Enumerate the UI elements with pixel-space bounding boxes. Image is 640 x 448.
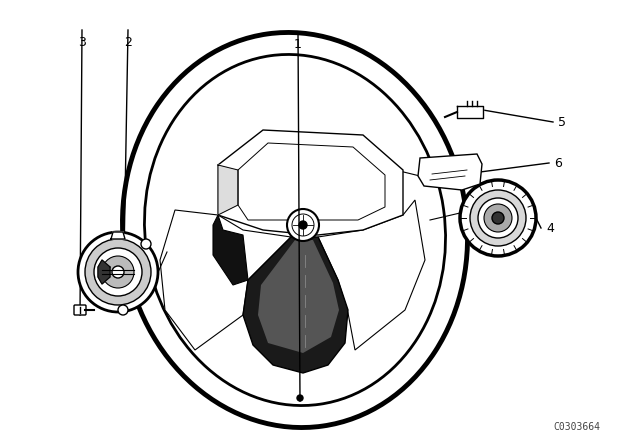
Polygon shape: [457, 106, 483, 118]
Circle shape: [112, 266, 124, 278]
Text: 2: 2: [124, 36, 132, 49]
Circle shape: [78, 232, 158, 312]
Ellipse shape: [145, 55, 445, 405]
Circle shape: [478, 198, 518, 238]
Text: 6: 6: [554, 156, 562, 169]
Polygon shape: [318, 200, 425, 350]
Circle shape: [297, 395, 303, 401]
Polygon shape: [218, 130, 403, 235]
Circle shape: [85, 239, 151, 305]
Circle shape: [492, 212, 504, 224]
Circle shape: [94, 248, 142, 296]
Circle shape: [470, 190, 526, 246]
Circle shape: [484, 204, 512, 232]
Circle shape: [118, 305, 128, 315]
Text: 4: 4: [546, 221, 554, 234]
Circle shape: [102, 256, 134, 288]
Polygon shape: [213, 215, 248, 285]
Text: 3: 3: [78, 36, 86, 49]
Polygon shape: [160, 210, 291, 350]
Polygon shape: [98, 260, 110, 284]
Text: 1: 1: [294, 38, 302, 51]
Ellipse shape: [122, 32, 468, 427]
Polygon shape: [258, 240, 339, 353]
Circle shape: [460, 180, 536, 256]
Polygon shape: [218, 165, 238, 215]
Text: 5: 5: [558, 116, 566, 129]
Polygon shape: [111, 232, 125, 239]
Circle shape: [141, 239, 151, 249]
Text: C0303664: C0303664: [553, 422, 600, 432]
FancyBboxPatch shape: [74, 305, 86, 315]
Circle shape: [299, 221, 307, 229]
Polygon shape: [418, 154, 482, 190]
Polygon shape: [243, 237, 348, 373]
Circle shape: [287, 209, 319, 241]
